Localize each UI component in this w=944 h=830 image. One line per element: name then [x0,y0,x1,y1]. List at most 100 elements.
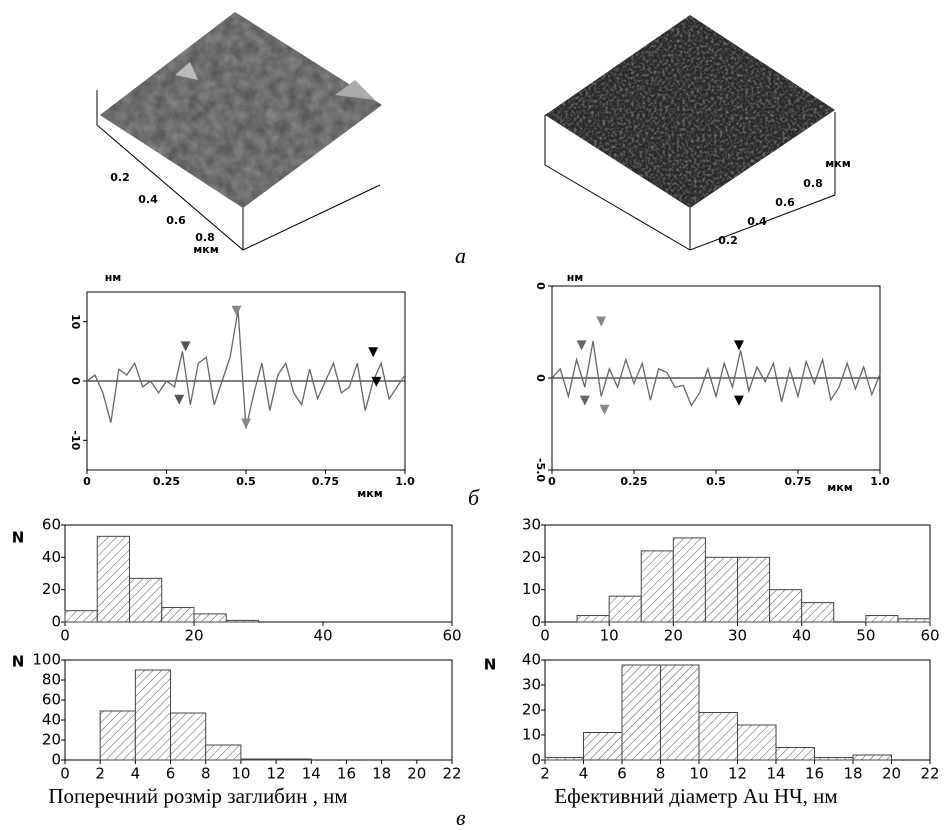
histogram-bar [660,664,700,761]
y-tick-label: 0 [69,377,82,385]
y-tick-label: 0 [51,751,61,769]
axis-unit: мкм [193,243,218,256]
histogram-bar [775,747,815,761]
x-tick-label: 8 [201,765,211,783]
x-tick-label: 4 [579,765,589,783]
x-tick-label: 20 [882,765,901,783]
y-tick-label: 20 [522,548,541,566]
panel-label: б [468,485,480,510]
marker [579,395,590,406]
histogram-bar [698,712,738,761]
profile-line [86,309,406,429]
y-tick-label: 0 [531,751,541,769]
axis-tick-label: 0.8 [195,231,215,244]
x-tick-label: 60 [442,627,461,645]
y-tick-label: 10 [522,580,541,598]
histogram-bar [544,757,584,761]
marker [241,418,251,429]
x-tick-label: 14 [302,765,321,783]
x-tick-label: 20 [664,627,683,645]
afm-image [544,15,836,251]
y-axis-label: нм [105,271,122,284]
axis-tick-label: 0.6 [166,214,186,227]
axis-unit: мкм [825,157,850,170]
histogram-bar [672,537,706,623]
y-tick-label: 20 [42,580,61,598]
marker [733,395,744,406]
y-tick-label: 0 [531,613,541,631]
histogram-bar [64,610,98,623]
marker [231,305,242,316]
x-tick-label: 20 [184,627,203,645]
x-tick-label: 0.75 [312,475,339,488]
x-tick-label: 10 [231,765,250,783]
y-axis-label: N [484,656,497,674]
x-tick-label: 0 [548,475,556,488]
histogram-bar [737,556,771,623]
histogram-bar [897,618,931,623]
histogram-bar [640,550,674,623]
profile-line [551,341,881,408]
marker [368,347,379,358]
x-tick-label: 12 [267,765,286,783]
axis-tick-label: 0.2 [110,171,130,184]
marker [371,376,382,387]
x-axis-label: мкм [357,487,382,500]
x-tick-label: 6 [617,765,627,783]
y-tick-label: 100 [32,651,61,669]
x-tick-label: 16 [337,765,356,783]
y-tick-label: 30 [522,676,541,694]
x-tick-label: 14 [766,765,785,783]
histogram-bar [621,664,661,761]
y-tick-label: 10 [522,726,541,744]
x-tick-label: 0.25 [620,475,647,488]
axis-tick-label: 0.4 [138,193,158,206]
x-tick-label: 6 [166,765,176,783]
y-tick-label: 60 [42,691,61,709]
y-tick-label: 30 [522,516,541,534]
marker [576,340,587,351]
x-tick-label: 8 [656,765,666,783]
y-tick-label: 10 [69,314,82,330]
x-tick-label: 2 [540,765,550,783]
axis-tick-label: 0.8 [803,177,823,190]
x-tick-label: 0.75 [784,475,811,488]
histogram-bar [161,606,195,623]
x-tick-label: 22 [920,765,939,783]
y-tick-label: 40 [42,548,61,566]
histogram-bar [583,732,623,761]
x-tick-label: 2 [95,765,105,783]
histogram-bar [99,710,136,761]
axis-tick-label: 0.2 [718,234,738,247]
x-tick-label: 0.5 [236,475,256,488]
afm-image [96,12,382,251]
y-axis-label: N [12,653,25,671]
y-tick-label: -5.0 [534,458,547,482]
marker [174,394,185,405]
caption: Ефективний діаметр Au НЧ, нм [554,784,837,808]
histogram-bar [134,669,172,761]
y-axis-label: N [12,529,25,547]
y-tick-label: 0 [51,613,61,631]
x-tick-label: 12 [728,765,747,783]
x-tick-label: 0 [83,475,91,488]
marker [596,316,607,327]
caption: Поперечний розмір заглибин , нм [48,784,347,808]
x-tick-label: 1.0 [870,475,890,488]
histogram-bar [275,758,312,761]
y-tick-label: 20 [42,731,61,749]
histogram-bar [608,595,642,623]
y-tick-label: 40 [42,711,61,729]
x-tick-label: 0 [60,765,70,783]
histogram-bar [96,535,130,623]
x-tick-label: 18 [372,765,391,783]
y-tick-label: 20 [522,701,541,719]
panel-label: а [455,243,466,268]
x-tick-label: 10 [600,627,619,645]
histogram-bar [170,712,207,761]
y-tick-label: 0 [534,374,547,382]
histogram-bar [852,754,892,761]
x-tick-label: 1.0 [395,475,415,488]
histogram-bar [240,758,277,761]
